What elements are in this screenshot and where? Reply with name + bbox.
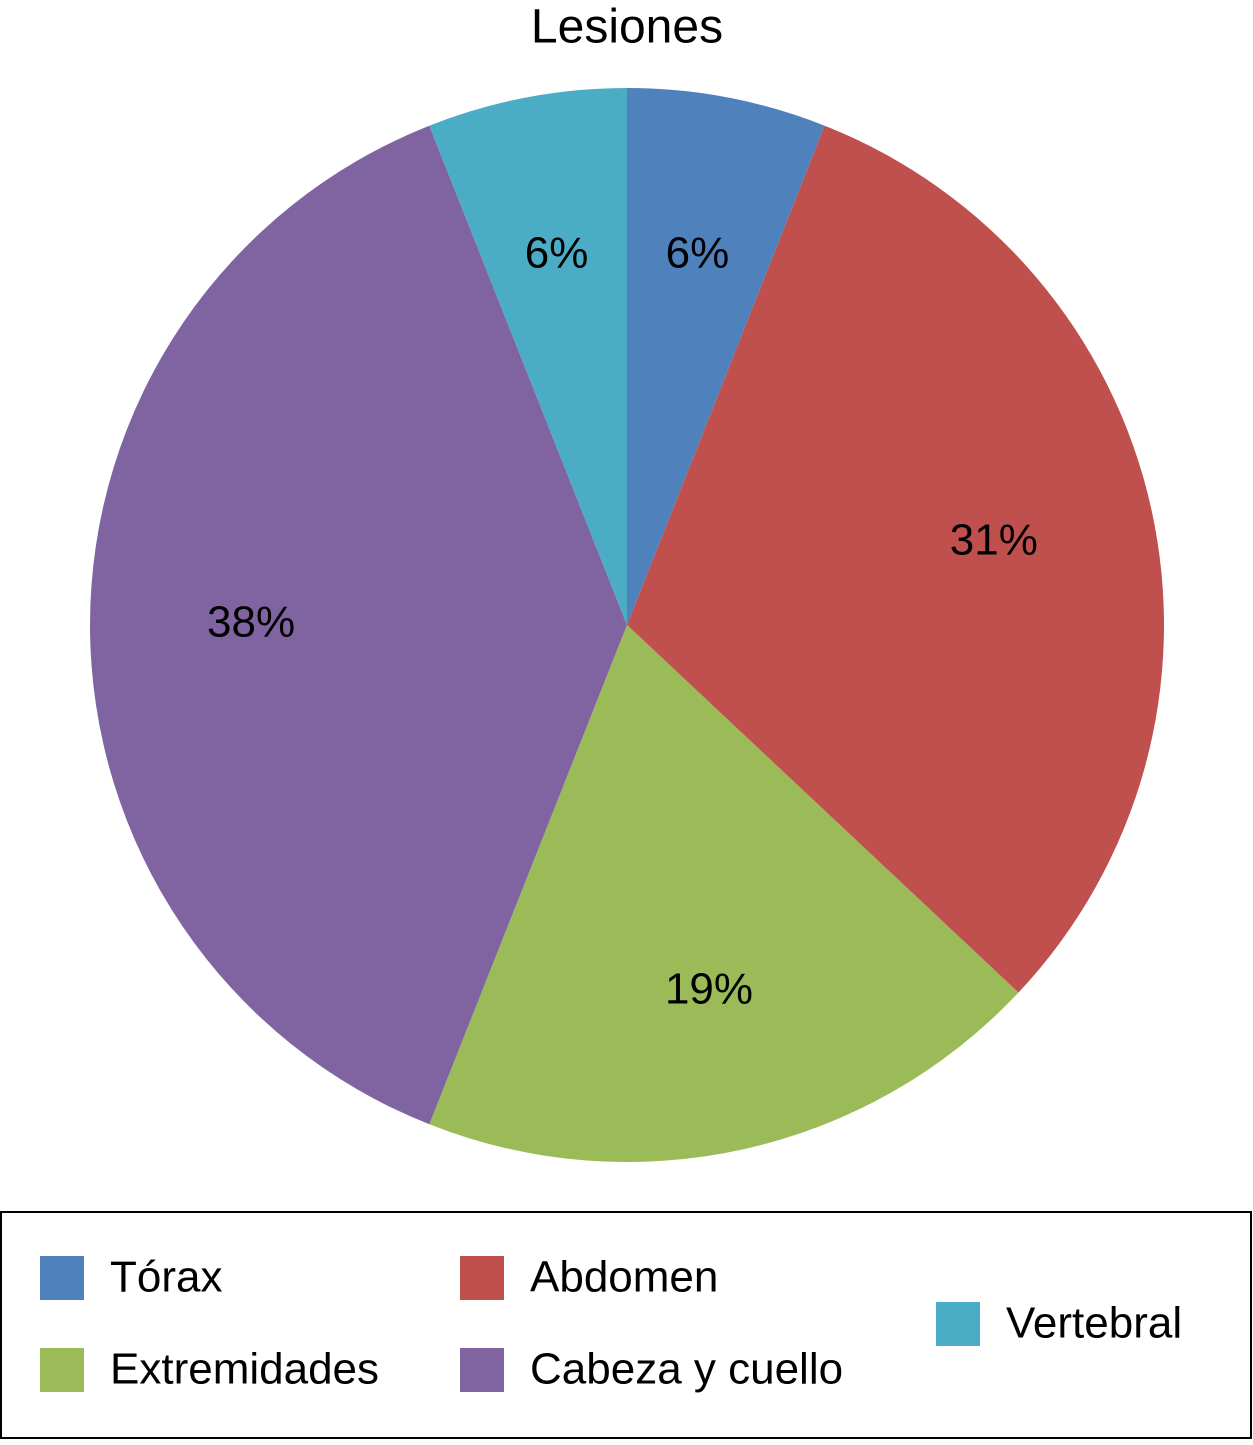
data-label: 19%: [665, 964, 753, 1013]
data-label: 31%: [950, 516, 1038, 565]
legend: Tórax Abdomen Extremidades Cabeza y cuello V…: [40, 1253, 1182, 1394]
data-label: 38%: [207, 598, 295, 647]
legend-label: Cabeza y cuello: [530, 1345, 843, 1394]
pie: 6% 31% 19% 38% 6%: [90, 88, 1164, 1162]
legend-label: Vertebral: [1006, 1299, 1182, 1348]
legend-swatch: [460, 1256, 504, 1300]
legend-swatch: [460, 1348, 504, 1392]
legend-label: Abdomen: [530, 1253, 718, 1302]
legend-label: Tórax: [110, 1253, 222, 1302]
legend-box: [0, 1211, 1252, 1439]
data-label: 6%: [666, 228, 730, 277]
pie-slice: [429, 625, 1019, 1162]
legend-swatch: [40, 1348, 84, 1392]
pie-slice: [429, 88, 627, 625]
pie-slice: [90, 125, 627, 1125]
pie-slice: [627, 125, 1164, 993]
pie-slice: [627, 88, 825, 625]
legend-label: Extremidades: [110, 1345, 379, 1394]
chart-title: Lesiones: [531, 1, 723, 54]
legend-swatch: [936, 1302, 980, 1346]
legend-swatch: [40, 1256, 84, 1300]
data-label: 6%: [525, 228, 589, 277]
